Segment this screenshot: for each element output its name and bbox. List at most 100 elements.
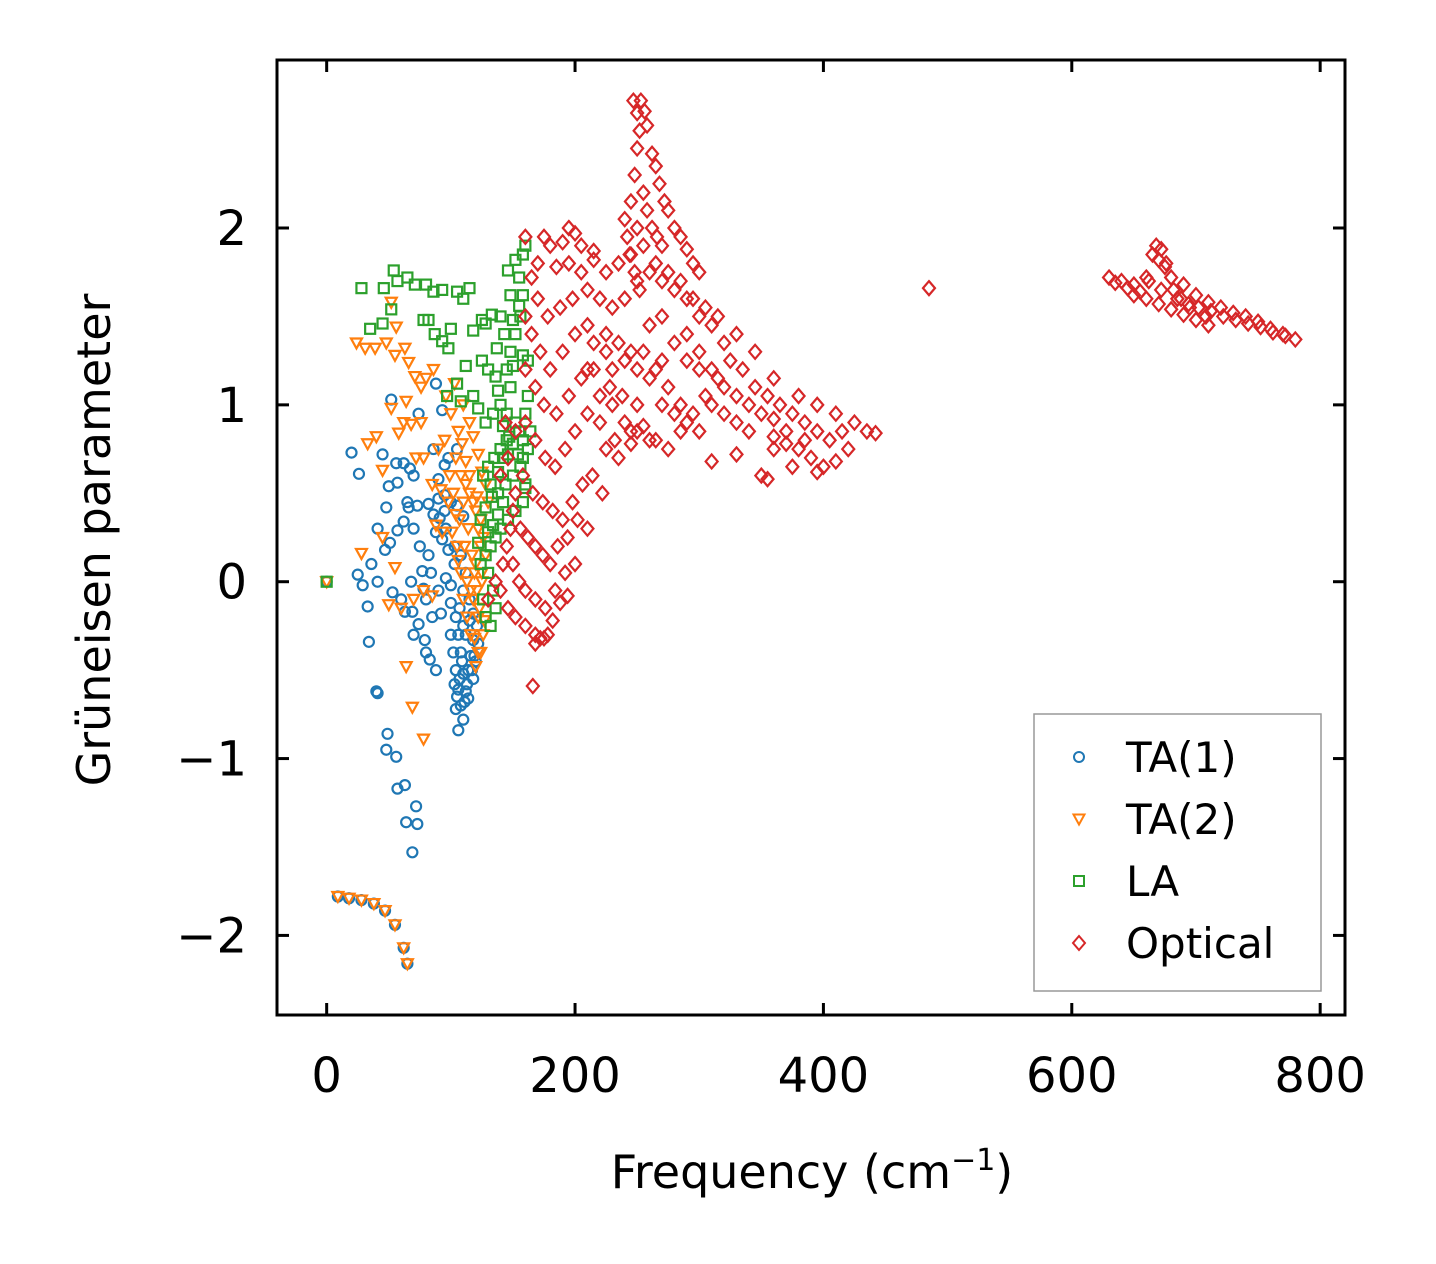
data-point bbox=[444, 322, 457, 335]
data-point bbox=[436, 533, 449, 546]
data-point bbox=[560, 528, 576, 547]
data-point bbox=[482, 566, 495, 579]
data-point bbox=[445, 487, 461, 502]
data-point bbox=[416, 452, 431, 466]
data-point bbox=[491, 384, 505, 397]
data-point bbox=[619, 228, 635, 246]
data-point bbox=[537, 449, 553, 467]
data-point bbox=[477, 469, 490, 482]
data-point bbox=[652, 175, 667, 193]
data-point bbox=[427, 508, 440, 521]
data-point bbox=[617, 351, 633, 370]
data-point bbox=[1151, 295, 1167, 313]
data-point bbox=[828, 405, 844, 423]
data-point bbox=[611, 449, 626, 467]
data-point bbox=[629, 219, 645, 237]
data-point bbox=[387, 349, 403, 364]
data-point bbox=[1215, 307, 1231, 326]
data-point bbox=[429, 664, 443, 677]
data-point bbox=[555, 511, 571, 529]
data-point bbox=[434, 526, 450, 540]
data-point bbox=[567, 422, 583, 441]
data-point bbox=[406, 846, 419, 859]
data-point bbox=[594, 484, 610, 502]
data-point bbox=[437, 434, 453, 449]
data-point bbox=[506, 359, 520, 373]
data-point bbox=[400, 958, 415, 972]
data-point bbox=[434, 607, 448, 620]
data-point bbox=[673, 422, 689, 441]
data-point bbox=[552, 594, 568, 612]
data-point bbox=[660, 263, 676, 281]
data-point bbox=[604, 360, 620, 379]
data-point bbox=[398, 395, 414, 410]
data-point bbox=[548, 258, 564, 276]
data-point bbox=[673, 396, 689, 414]
data-point bbox=[627, 263, 643, 281]
data-point bbox=[586, 360, 602, 379]
data-point bbox=[766, 369, 782, 388]
data-point bbox=[552, 298, 568, 317]
data-point bbox=[354, 894, 369, 908]
data-point bbox=[405, 701, 420, 716]
legend-label: Optical bbox=[1126, 919, 1274, 968]
data-point bbox=[697, 298, 713, 317]
data-point bbox=[580, 519, 595, 538]
data-point bbox=[447, 646, 460, 659]
data-point bbox=[560, 587, 576, 605]
y-tick-label: 1 bbox=[216, 378, 247, 434]
data-point bbox=[586, 251, 602, 269]
data-point bbox=[450, 377, 464, 390]
data-point bbox=[412, 618, 425, 631]
data-point bbox=[505, 502, 521, 520]
data-point bbox=[1203, 302, 1219, 320]
data-point bbox=[635, 343, 651, 361]
data-point bbox=[666, 281, 682, 299]
data-point bbox=[454, 395, 467, 408]
data-point bbox=[411, 817, 424, 831]
data-point bbox=[378, 543, 392, 556]
data-point bbox=[463, 629, 479, 643]
data-point bbox=[485, 308, 498, 321]
data-point bbox=[540, 307, 556, 326]
data-point bbox=[500, 363, 513, 376]
data-point bbox=[550, 537, 566, 556]
legend-label: LA bbox=[1126, 857, 1179, 906]
series-optical bbox=[480, 91, 1303, 695]
data-point bbox=[729, 445, 744, 464]
data-point bbox=[598, 325, 614, 343]
data-point bbox=[521, 442, 534, 456]
legend-items: TA(1) TA(2) LA Optical bbox=[1071, 733, 1274, 968]
data-point bbox=[532, 629, 548, 647]
data-point bbox=[320, 575, 333, 588]
data-point bbox=[416, 733, 431, 747]
data-point bbox=[685, 254, 701, 273]
data-point bbox=[436, 283, 449, 297]
data-point bbox=[530, 290, 546, 308]
data-point bbox=[580, 316, 595, 334]
data-point bbox=[517, 307, 533, 326]
data-point bbox=[398, 661, 414, 675]
data-point bbox=[1101, 268, 1117, 287]
data-point bbox=[1250, 313, 1266, 331]
data-point bbox=[422, 313, 435, 327]
data-point bbox=[580, 360, 595, 379]
data-point bbox=[422, 497, 435, 510]
data-point bbox=[511, 573, 527, 591]
data-point bbox=[617, 210, 633, 228]
data-point bbox=[390, 457, 403, 470]
data-point bbox=[509, 328, 522, 341]
data-point bbox=[398, 778, 412, 792]
data-point bbox=[498, 413, 513, 432]
data-point bbox=[691, 360, 707, 379]
data-point bbox=[387, 919, 403, 933]
plot-frame bbox=[275, 58, 1347, 1017]
data-point bbox=[525, 677, 541, 695]
data-point bbox=[704, 360, 720, 379]
data-point bbox=[565, 290, 581, 308]
data-point bbox=[479, 501, 492, 514]
data-point bbox=[493, 466, 508, 485]
data-point bbox=[391, 476, 404, 489]
data-point bbox=[517, 581, 533, 600]
data-point bbox=[524, 268, 540, 287]
